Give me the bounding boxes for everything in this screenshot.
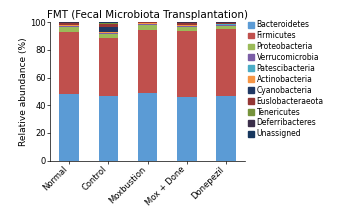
Bar bbox=[216, 25, 236, 26]
Bar bbox=[59, 25, 79, 26]
Bar bbox=[177, 31, 197, 97]
Bar bbox=[138, 25, 157, 30]
Bar bbox=[59, 93, 79, 161]
Bar bbox=[216, 96, 236, 161]
Title: FMT (Fecal Microbiota Transplantation): FMT (Fecal Microbiota Transplantation) bbox=[47, 10, 248, 20]
Bar bbox=[216, 22, 236, 23]
Bar bbox=[59, 26, 79, 27]
Legend: Bacteroidetes, Firmicutes, Proteobacteria, Verrucomicrobia, Patescibacteria, Act: Bacteroidetes, Firmicutes, Proteobacteri… bbox=[247, 20, 325, 139]
Bar bbox=[138, 24, 157, 25]
Bar bbox=[138, 23, 157, 24]
Bar bbox=[59, 27, 79, 32]
Bar bbox=[99, 23, 118, 24]
Bar bbox=[99, 33, 118, 34]
Bar bbox=[216, 29, 236, 96]
Bar bbox=[99, 34, 118, 37]
Bar bbox=[59, 23, 79, 25]
Bar bbox=[99, 22, 118, 23]
Bar bbox=[177, 25, 197, 26]
Bar bbox=[177, 22, 197, 23]
Bar bbox=[177, 97, 197, 161]
Bar bbox=[99, 32, 118, 33]
Y-axis label: Relative abundance (%): Relative abundance (%) bbox=[19, 37, 28, 146]
Bar bbox=[177, 23, 197, 25]
Bar bbox=[99, 96, 118, 161]
Bar bbox=[216, 24, 236, 25]
Bar bbox=[138, 22, 157, 23]
Bar bbox=[99, 37, 118, 96]
Bar bbox=[216, 23, 236, 24]
Bar bbox=[59, 32, 79, 93]
Bar bbox=[138, 30, 157, 93]
Bar bbox=[99, 24, 118, 27]
Bar bbox=[138, 93, 157, 161]
Bar bbox=[177, 27, 197, 31]
Bar bbox=[177, 26, 197, 27]
Bar bbox=[99, 27, 118, 32]
Bar bbox=[216, 26, 236, 29]
